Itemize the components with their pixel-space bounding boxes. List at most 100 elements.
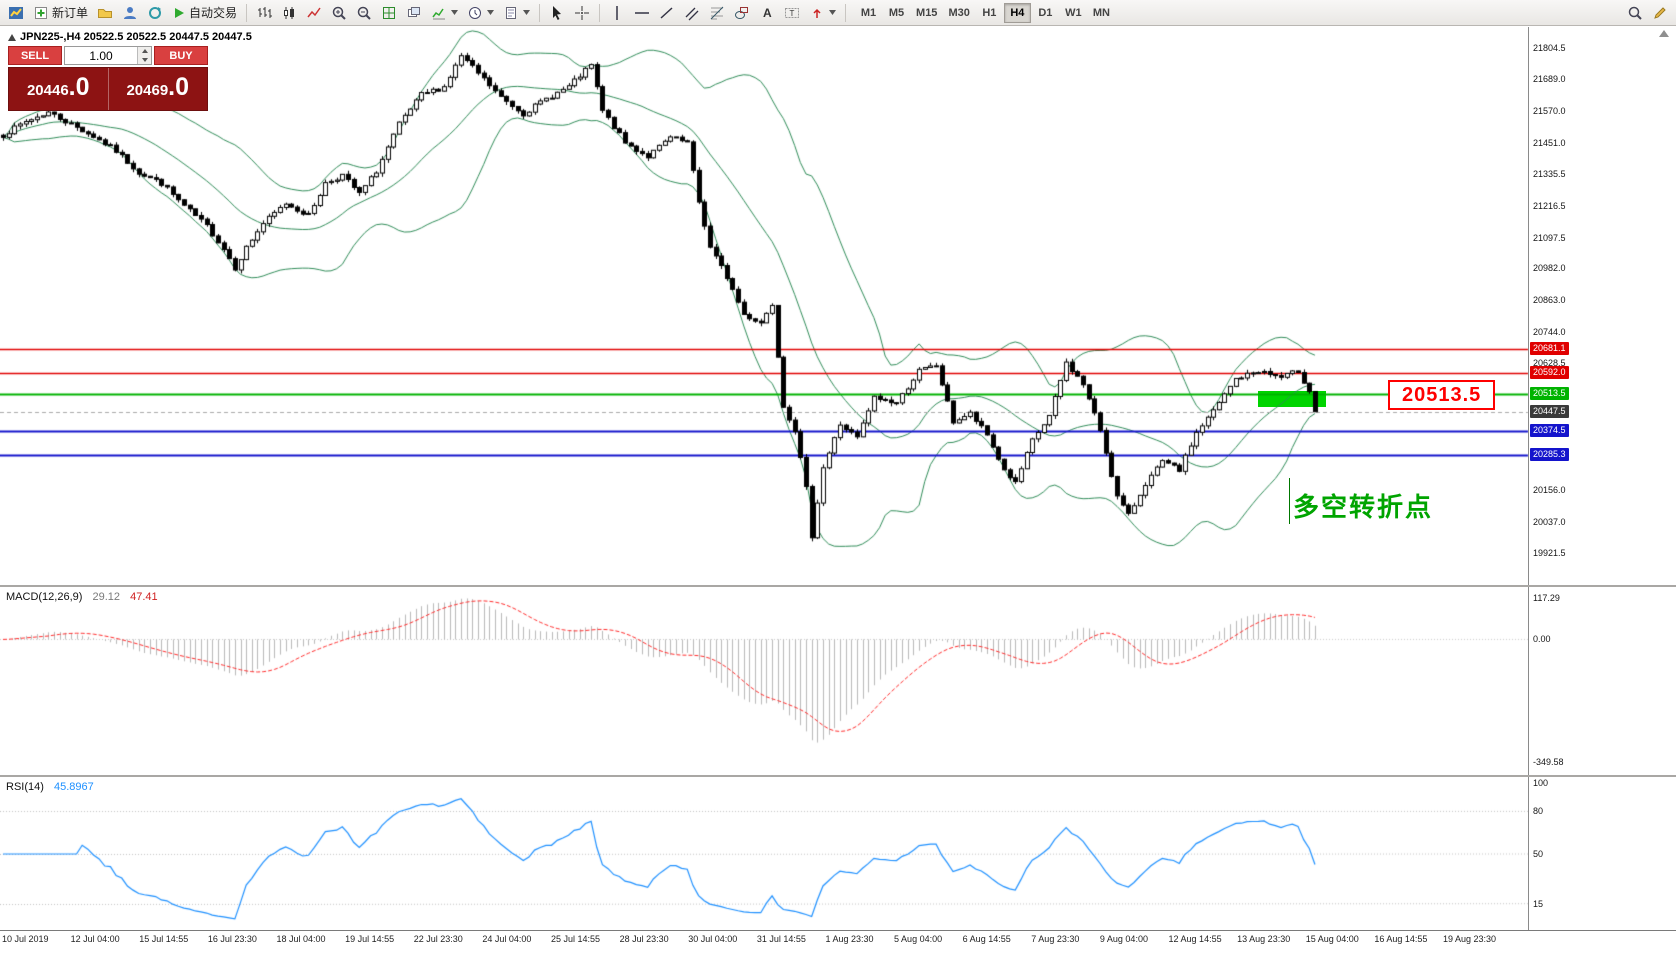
charts-folder-icon bbox=[98, 8, 113, 18]
timeframe-button-m5[interactable]: M5 bbox=[883, 3, 910, 23]
fibonacci-button[interactable] bbox=[705, 2, 729, 24]
cursor-icon bbox=[553, 5, 562, 20]
refresh-icon bbox=[149, 6, 162, 19]
pivot-note-text[interactable]: 多空转折点 bbox=[1293, 492, 1434, 522]
volume-decrease-button[interactable] bbox=[138, 55, 151, 64]
new-order-label: 新订单 bbox=[52, 6, 89, 20]
tile-windows-button[interactable] bbox=[377, 2, 401, 24]
text-button[interactable]: A bbox=[755, 2, 779, 24]
timeframe-button-mn[interactable]: MN bbox=[1088, 3, 1115, 23]
app-icon bbox=[4, 2, 28, 24]
spin-up-icon bbox=[141, 49, 148, 54]
zoom-out-button[interactable] bbox=[352, 2, 376, 24]
arrows-button[interactable] bbox=[805, 2, 840, 24]
timeframe-button-h1[interactable]: H1 bbox=[976, 3, 1003, 23]
sell-price-main: 20446 bbox=[26, 82, 69, 99]
pivot-price-label[interactable]: 20513.5 bbox=[1388, 380, 1496, 411]
profiles-button[interactable] bbox=[118, 2, 142, 24]
timeframe-group: M1 M5 M15 M30 H1 H4 D1 W1 MN bbox=[855, 2, 1115, 23]
macd-header: MACD(12,26,9) 29.12 47.41 bbox=[6, 591, 165, 603]
charts-button[interactable] bbox=[93, 2, 117, 24]
edit-button[interactable] bbox=[1648, 2, 1672, 24]
main-toolbar: 新订单 自动交易 bbox=[0, 0, 1676, 26]
sell-price[interactable]: 20446 .0 bbox=[9, 68, 109, 110]
refresh-button[interactable] bbox=[143, 2, 167, 24]
time-axis-line bbox=[0, 930, 1676, 931]
periods-button[interactable] bbox=[463, 2, 498, 24]
trendline-button[interactable] bbox=[655, 2, 679, 24]
timeframe-button-m30[interactable]: M30 bbox=[943, 3, 974, 23]
tile-windows-icon bbox=[383, 6, 396, 19]
fibonacci-icon bbox=[710, 6, 724, 19]
bar-chart-type-button[interactable] bbox=[252, 2, 276, 24]
zoom-out-icon bbox=[357, 6, 371, 20]
svg-text:T: T bbox=[790, 9, 795, 18]
horizontal-line-icon bbox=[635, 11, 650, 14]
rsi-value: 45.8967 bbox=[53, 781, 94, 793]
one-click-trade-panel: SELL BUY 20446 .0 20469 .0 bbox=[8, 46, 208, 111]
annotation-cursor bbox=[1289, 478, 1290, 524]
price-chart-canvas[interactable] bbox=[0, 27, 1676, 953]
line-chart-icon bbox=[307, 7, 321, 17]
zoom-in-button[interactable] bbox=[327, 2, 351, 24]
buy-price-fraction: .0 bbox=[168, 73, 190, 101]
volume-increase-button[interactable] bbox=[138, 47, 151, 56]
templates-icon bbox=[506, 6, 517, 19]
timeframe-button-m1[interactable]: M1 bbox=[855, 3, 882, 23]
new-order-button[interactable]: 新订单 bbox=[29, 2, 92, 24]
templates-button[interactable] bbox=[499, 2, 534, 24]
sell-price-fraction: .0 bbox=[68, 73, 90, 101]
macd-panel-separator[interactable] bbox=[0, 585, 1676, 587]
bid-ask-display: 20446 .0 20469 .0 bbox=[8, 67, 208, 111]
toolbar-separator bbox=[246, 3, 248, 22]
autotrading-label: 自动交易 bbox=[189, 6, 238, 20]
crosshair-button[interactable] bbox=[570, 2, 594, 24]
vertical-line-icon bbox=[616, 5, 618, 20]
dropdown-caret-icon bbox=[487, 10, 495, 15]
dropdown-caret-icon bbox=[829, 10, 837, 15]
timeframe-button-h4[interactable]: H4 bbox=[1003, 2, 1031, 23]
dropdown-caret-icon bbox=[451, 10, 459, 15]
text-label-button[interactable]: T bbox=[780, 2, 804, 24]
bar-chart-icon bbox=[258, 6, 273, 18]
svg-text:A: A bbox=[763, 6, 772, 20]
line-chart-type-button[interactable] bbox=[302, 2, 326, 24]
channel-button[interactable] bbox=[680, 2, 704, 24]
rsi-panel-separator[interactable] bbox=[0, 775, 1676, 777]
macd-value-main: 29.12 bbox=[92, 591, 121, 603]
clock-icon bbox=[469, 6, 482, 19]
spin-down-icon bbox=[141, 57, 148, 62]
new-order-icon bbox=[35, 6, 47, 19]
chart-title: JPN225-,H4 20522.5 20522.5 20447.5 20447… bbox=[8, 31, 252, 43]
timeframe-button-w1[interactable]: W1 bbox=[1060, 3, 1087, 23]
autotrading-button[interactable]: 自动交易 bbox=[168, 2, 241, 24]
buy-price-main: 20469 bbox=[126, 82, 169, 99]
candlestick-icon bbox=[284, 6, 295, 19]
cascade-windows-icon bbox=[408, 6, 421, 17]
timeframe-button-d1[interactable]: D1 bbox=[1032, 3, 1059, 23]
candlestick-chart-type-button[interactable] bbox=[277, 2, 301, 24]
toolbar-separator bbox=[845, 3, 847, 22]
rsi-header: RSI(14) 45.8967 bbox=[6, 781, 101, 793]
rsi-name: RSI(14) bbox=[6, 781, 44, 793]
search-button[interactable] bbox=[1623, 2, 1647, 24]
horizontal-line-button[interactable] bbox=[630, 2, 654, 24]
volume-input[interactable] bbox=[65, 47, 137, 64]
price-axis-separator bbox=[1528, 27, 1529, 930]
channel-icon bbox=[685, 7, 699, 20]
vertical-line-button[interactable] bbox=[605, 2, 629, 24]
one-click-toggle-icon[interactable] bbox=[8, 33, 16, 41]
volume-field bbox=[64, 46, 152, 65]
indicators-button[interactable] bbox=[427, 2, 462, 24]
autotrading-play-icon bbox=[175, 7, 185, 18]
buy-button[interactable]: BUY bbox=[154, 46, 208, 65]
arrow-object-icon bbox=[813, 8, 821, 18]
shapes-button[interactable] bbox=[730, 2, 754, 24]
dropdown-caret-icon bbox=[523, 10, 531, 15]
cascade-windows-button[interactable] bbox=[402, 2, 426, 24]
timeframe-button-m15[interactable]: M15 bbox=[911, 3, 942, 23]
buy-price[interactable]: 20469 .0 bbox=[109, 68, 208, 110]
cursor-button[interactable] bbox=[545, 2, 569, 24]
text-label-icon: T bbox=[785, 7, 800, 18]
sell-button[interactable]: SELL bbox=[8, 46, 62, 65]
